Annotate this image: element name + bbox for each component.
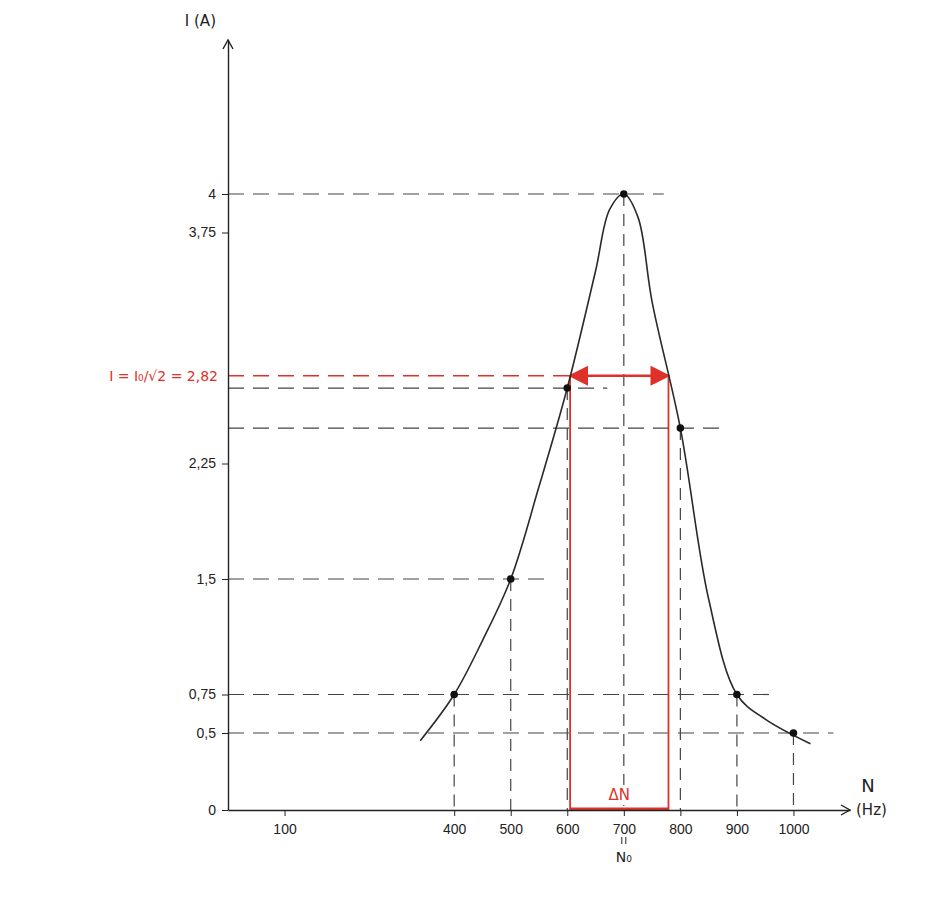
guide-line-h [228,427,720,428]
x-tick-mark [737,810,738,816]
data-point [507,575,515,583]
bandwidth-arrow [570,374,668,377]
x-tick-label: 100 [273,821,297,837]
y-tick-mark [222,464,228,465]
annotation: N₀ [616,849,632,865]
x-tick-label: 500 [500,821,524,837]
data-point [790,729,798,737]
data-point [450,691,458,699]
y-tick-mark [222,733,228,734]
x-tick: 400 [443,810,467,837]
y-tick-label: 0 [208,802,216,818]
y-tick: 0,75 [189,686,228,702]
y-tick-label: 2,25 [189,455,216,471]
guide-line-v [793,733,794,810]
x-tick-label: 900 [726,821,750,837]
chart: 100 400 500 600 700 800 900 1000 0 0,5 0,75 1,5 2,25… [0,0,935,912]
y-tick-label: 4 [208,186,216,202]
guide-line-h [228,732,833,733]
x-tick-mark [511,810,512,816]
guide-line-v [567,388,568,810]
x-axis-line [229,810,851,811]
data-point [563,384,571,392]
y-axis-title: I (A) [185,12,216,30]
y-tick-label: 0,75 [189,686,216,702]
y-tick-label: 3,75 [189,224,216,240]
x-tick-label: 700 [613,821,637,837]
x-tick: 600 [556,810,580,837]
guide-line-v [680,428,681,810]
y-axis-arrow [223,40,233,49]
guide-line-h [228,694,777,695]
y-tick-mark [222,810,228,811]
x-tick-label: 800 [669,821,693,837]
x-axis-unit: (Hz) [856,801,887,819]
annotation-mark [621,837,622,844]
guide-line-h [228,578,551,579]
data-point [733,691,741,699]
label-patch [606,785,633,805]
bandwidth-edge [569,376,571,810]
bandwidth-bracket [570,808,668,811]
data-point [620,190,628,198]
x-tick: 1000 [778,810,809,837]
y-axis: 0 0,5 0,75 1,5 2,25 3,75 4 [189,41,229,818]
x-tick-label: 1000 [778,821,809,837]
x-axis-arrow [841,805,850,815]
y-tick: 4 [208,186,228,202]
guide-line-v [736,695,737,811]
x-tick-mark [567,810,568,816]
x-tick-label: 400 [443,821,467,837]
x-tick: 700 [613,810,637,837]
y-axis-line [228,41,229,811]
x-tick-label: 600 [556,821,580,837]
y-tick: 0 [208,802,228,818]
x-tick-mark [454,810,455,816]
x-tick-mark [285,810,286,816]
resonance-curve [420,194,810,744]
y-tick-mark [222,233,228,234]
plot-area [228,190,833,810]
half-power-label: I = I₀/√2 = 2,82 [109,368,218,384]
y-tick-mark [222,579,228,580]
x-tick: 900 [726,810,750,837]
y-tick-mark [222,695,228,696]
x-tick: 500 [500,810,524,837]
data-point [677,424,685,432]
y-tick-mark [222,194,228,195]
half-power-level [228,375,570,377]
guide-line-v [454,695,455,811]
bandwidth-edge [668,376,670,810]
x-tick: 800 [669,810,693,837]
guide-line-v [623,194,624,810]
y-tick: 1,5 [197,571,228,587]
y-tick: 3,75 [189,224,228,240]
y-tick: 0,5 [197,725,228,741]
guide-line-h [228,387,607,388]
bandwidth-label: ΔN [609,786,630,804]
x-axis: 100 400 500 600 700 800 900 1000 [229,810,851,837]
y-tick-label: 1,5 [197,571,217,587]
y-tick-label: 0,5 [197,725,217,741]
annotation-mark [625,837,626,844]
x-tick: 100 [273,810,297,837]
guide-line-h [228,193,664,194]
x-axis-title: N [861,775,874,796]
x-tick-mark [624,810,625,816]
x-tick-mark [680,810,681,816]
y-tick: 2,25 [189,455,228,471]
x-tick-mark [793,810,794,816]
